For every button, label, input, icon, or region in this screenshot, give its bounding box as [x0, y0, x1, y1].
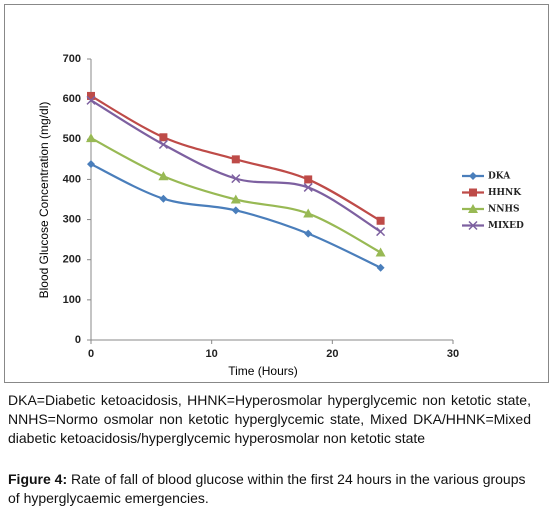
- x-tick-label: 10: [206, 348, 218, 360]
- data-point: [231, 206, 240, 215]
- legend-label: DKA: [488, 172, 511, 182]
- y-tick-label: 500: [63, 133, 81, 145]
- x-tick-label: 20: [326, 348, 338, 360]
- y-tick-label: 0: [75, 334, 81, 346]
- chart: Time (Hours) Blood Glucose Concentration…: [4, 4, 549, 383]
- caption-text: Rate of fall of blood glucose within the…: [8, 471, 526, 506]
- data-point: [303, 182, 313, 192]
- data-point: [376, 216, 385, 225]
- legend-marker: [468, 204, 478, 213]
- data-point: [159, 133, 168, 142]
- data-point: [375, 247, 386, 257]
- data-point: [87, 91, 95, 100]
- data-point: [158, 171, 169, 181]
- notes: DKA=Diabetic ketoacidosis, HHNK=Hyperosm…: [8, 392, 531, 446]
- data-point: [86, 133, 96, 143]
- y-tick-label: 300: [63, 213, 81, 225]
- legend-label: NNHS: [488, 205, 519, 215]
- data-point: [86, 95, 96, 105]
- y-tick-label: 600: [63, 93, 81, 105]
- data-point: [231, 155, 240, 164]
- x-tick-label: 30: [447, 348, 459, 360]
- data-point: [376, 227, 386, 237]
- y-tick-label: 100: [63, 294, 81, 306]
- data-point: [230, 194, 241, 204]
- data-point: [87, 160, 95, 169]
- data-point: [231, 174, 241, 184]
- y-tick-label: 700: [63, 53, 81, 65]
- legend-label: MIXED: [488, 221, 524, 231]
- legend-marker: [469, 172, 477, 180]
- data-point: [304, 175, 313, 184]
- y-tick-label: 200: [63, 254, 81, 266]
- x-axis-label: Time (Hours): [228, 364, 298, 378]
- data-point: [303, 208, 314, 218]
- x-tick-label: 0: [88, 348, 94, 360]
- legend-label: HHNK: [488, 188, 522, 198]
- data-point: [158, 139, 168, 150]
- legend-marker: [469, 188, 477, 197]
- chart-frame: [4, 4, 549, 383]
- caption-label: Figure 4:: [8, 471, 68, 487]
- y-axis-label: Blood Glucose Concentration (mg/dl): [37, 102, 51, 299]
- data-point: [376, 263, 385, 272]
- caption: Figure 4: Rate of fall of blood glucose …: [8, 470, 531, 508]
- legend-marker: [468, 220, 478, 231]
- y-tick-label: 400: [63, 173, 81, 185]
- data-point: [159, 194, 168, 203]
- data-point: [304, 229, 313, 238]
